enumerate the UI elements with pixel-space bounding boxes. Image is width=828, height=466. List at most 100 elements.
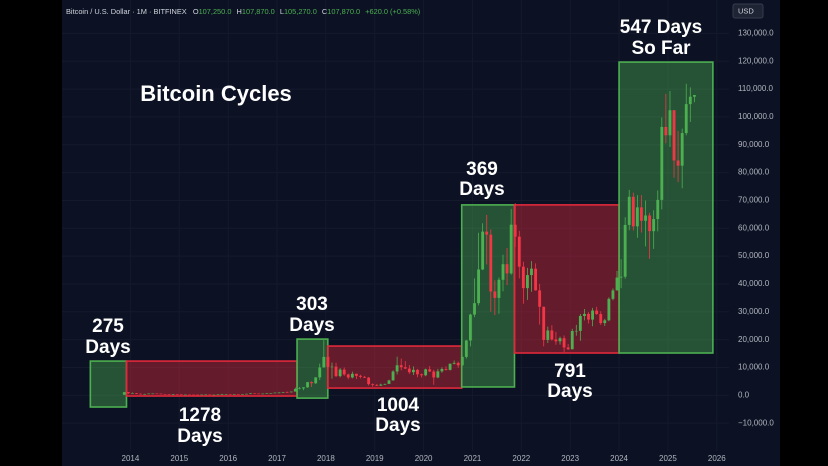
candle-body — [656, 199, 660, 220]
candle-body — [468, 314, 472, 341]
candle-body — [464, 340, 468, 357]
candle-body — [371, 384, 375, 385]
candle-body — [676, 160, 680, 166]
cycle-label: So Far — [631, 38, 691, 59]
candle-body — [240, 394, 244, 395]
candle-body — [293, 388, 297, 392]
candle-body — [550, 330, 554, 340]
candle-body — [350, 373, 354, 378]
candle-body — [562, 338, 566, 348]
chart-header: Bitcoin / U.S. Dollar · 1M · BITFINEX O1… — [66, 7, 420, 16]
candle-body — [436, 371, 440, 378]
candle-body — [680, 133, 684, 166]
candle-body — [692, 95, 696, 97]
candle-body — [346, 374, 350, 378]
candle-body — [302, 387, 305, 389]
candle-body — [554, 339, 558, 342]
candle-body — [521, 266, 525, 289]
cycle-label: Days — [85, 337, 130, 358]
candle-body — [261, 393, 265, 395]
candle-body — [354, 373, 358, 376]
candle-body — [395, 365, 399, 372]
cycle-box — [89, 360, 128, 408]
x-tick-label: 2024 — [610, 454, 628, 463]
ohlc-label: O — [193, 7, 199, 16]
candle-body — [216, 394, 220, 396]
candle-body — [412, 369, 415, 373]
candle-body — [192, 394, 195, 396]
candle-body — [428, 369, 432, 372]
candle-body — [440, 369, 444, 372]
candle-body — [232, 394, 236, 395]
candle-body — [627, 196, 631, 225]
candle-body — [188, 394, 191, 396]
candle-body — [375, 384, 379, 386]
candle-body — [163, 393, 167, 395]
candle-body — [363, 376, 366, 378]
candle-body — [644, 215, 647, 221]
candle-body — [183, 394, 187, 396]
cycle-box — [125, 360, 298, 397]
candle-body — [652, 219, 656, 232]
candle-body — [326, 356, 330, 367]
candle-body — [424, 369, 428, 376]
candle-body — [403, 367, 407, 369]
candle-body — [432, 371, 436, 378]
ohlc-value: 105,270.0 — [284, 7, 317, 16]
y-tick-label: 30,000.0 — [738, 307, 770, 316]
candle-body — [310, 382, 314, 384]
candle-body — [505, 264, 509, 274]
candle-body — [277, 392, 281, 394]
candle-body — [281, 392, 285, 393]
candle-body — [420, 374, 423, 376]
candle-body — [631, 196, 635, 227]
candle-body — [330, 366, 334, 368]
candle-body — [338, 369, 342, 377]
plot-area — [62, 0, 729, 451]
candle-body — [530, 268, 533, 276]
candle-body — [122, 392, 126, 395]
y-tick-label: 110,000.0 — [738, 84, 774, 93]
candle-body — [599, 314, 603, 324]
x-tick-label: 2025 — [659, 454, 677, 463]
candle-body — [200, 394, 204, 396]
y-tick-label: −10,000.0 — [738, 418, 774, 427]
candle-body — [485, 231, 489, 235]
candle-body — [574, 330, 578, 332]
candle-body — [456, 362, 460, 366]
candle-body — [513, 224, 517, 237]
candle-body — [542, 306, 546, 340]
x-tick-label: 2015 — [170, 454, 188, 463]
candle-body — [399, 365, 403, 368]
currency-badge[interactable] — [732, 3, 764, 19]
y-tick-label: 130,000.0 — [738, 29, 774, 38]
candle-body — [126, 392, 130, 394]
ohlc-label: H — [237, 7, 242, 16]
candle-body — [688, 96, 692, 105]
candle-body — [611, 290, 615, 299]
cycle-label: 369 — [466, 159, 498, 180]
candle-body — [179, 394, 183, 396]
cycle-box — [296, 338, 329, 399]
candle-body — [640, 207, 643, 221]
y-tick-label: 120,000.0 — [738, 56, 774, 65]
ohlc-label: L — [280, 7, 284, 16]
y-tick-label: 100,000.0 — [738, 112, 774, 121]
candle-body — [477, 269, 480, 304]
candle-body — [391, 371, 395, 381]
candle-body — [668, 110, 672, 136]
x-tick-label: 2014 — [122, 454, 140, 463]
candle-body — [228, 394, 232, 395]
cycle-box — [513, 204, 620, 354]
candle-body — [493, 291, 497, 298]
y-tick-label: 10,000.0 — [738, 363, 770, 372]
candle-body — [306, 382, 309, 388]
candle-body — [615, 277, 619, 291]
candle-body — [526, 275, 529, 289]
cycle-label: 547 Days — [620, 17, 702, 38]
candle-body — [635, 207, 639, 227]
candle-body — [558, 338, 562, 342]
candle-body — [204, 394, 208, 396]
candle-body — [367, 377, 371, 385]
